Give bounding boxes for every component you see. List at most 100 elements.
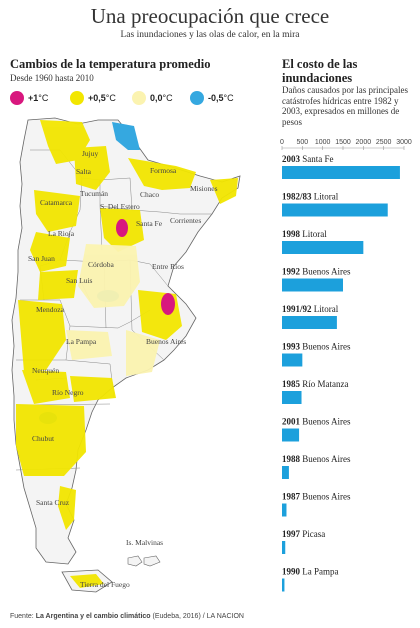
province-label: Corrientes — [170, 216, 201, 225]
bar-label-place: Picasa — [302, 529, 325, 539]
zone-yellow-lariofa — [30, 232, 70, 272]
source-note: Fuente: La Argentina y el cambio climáti… — [10, 613, 244, 620]
province-label: Formosa — [150, 166, 177, 175]
argentina-map: Jujuy Salta Formosa Tucumán Chaco Mision… — [11, 117, 241, 593]
zone-yellow-formosa — [128, 158, 196, 190]
province-label: Tierra del Fuego — [80, 580, 130, 589]
bar — [282, 316, 337, 329]
bar-label-place: Litoral — [302, 229, 327, 239]
malvinas-shape — [127, 555, 143, 567]
x-tick-label: 2500 — [376, 139, 392, 146]
bar-label-place: Río Matanza — [302, 379, 348, 389]
zone-yellow-santacruz — [58, 486, 76, 530]
hot-zones — [116, 219, 175, 315]
bar — [282, 166, 400, 179]
bar-label: 2001 Buenos Aires — [282, 417, 351, 427]
x-tick-label: 1000 — [315, 139, 331, 146]
province-label: Río Negro — [52, 388, 84, 397]
legend-value: -0,5 — [208, 93, 224, 103]
flood-cost-chart: 0 500 1000 1500 2000 2500 3000 2003 Santa Fe 19… — [280, 139, 412, 592]
province-label: Catamarca — [40, 198, 73, 207]
x-tick-label: 500 — [296, 139, 308, 146]
legend-value: +0,5 — [88, 93, 106, 103]
zone-pale-bsas-south — [126, 330, 160, 376]
flood-title: El costo de las inundaciones — [282, 57, 357, 85]
province-label: Misiones — [190, 184, 218, 193]
x-tick-label: 2000 — [356, 139, 372, 146]
bar-label: 1982/83 Litoral — [282, 192, 339, 202]
bar — [282, 353, 303, 367]
zone-yellow-salta — [74, 146, 110, 190]
province-label: Chubut — [32, 434, 55, 443]
province-label: S. Del Estero — [100, 202, 140, 211]
province-label: Entre Ríos — [152, 262, 184, 271]
legend-unit: °C — [223, 93, 234, 103]
bar — [282, 428, 300, 442]
bar-label: 1988 Buenos Aires — [282, 454, 351, 464]
zone-yellow-catamarca — [34, 190, 80, 232]
legend-value: 0,0 — [150, 93, 163, 103]
legend-unit: °C — [105, 93, 116, 103]
zone-yellow-misiones — [210, 178, 238, 204]
map-subtitle: Desde 1960 hasta 2010 — [10, 73, 94, 83]
chart-bars: 2003 Santa Fe 1982/83 Litoral 1998 Litoral… — [282, 154, 400, 592]
bar-label: 1998 Litoral — [282, 229, 327, 239]
province-label: Santa Cruz — [36, 498, 70, 507]
bar-label: 1997 Picasa — [282, 529, 325, 539]
bar-label-year: 2003 — [282, 154, 302, 164]
province-label: Mendoza — [36, 305, 65, 314]
bar — [282, 203, 388, 217]
province-label: Santa Fe — [136, 219, 163, 228]
bar-label: 2003 Santa Fe — [282, 154, 334, 164]
zone-yellow-sanluis — [38, 270, 78, 300]
map-title: Cambios de la temperatura promedio — [10, 57, 211, 71]
legend-swatch-pale — [132, 91, 146, 105]
legend-item-zero: 0,0°C — [132, 90, 173, 106]
bar-label: 1985 Río Matanza — [282, 379, 349, 389]
x-tick-label: 0 — [280, 139, 284, 146]
province-label: Neuquén — [32, 366, 59, 375]
source-book: La Argentina y el cambio climático — [35, 613, 151, 620]
flood-title-line2: inundaciones — [282, 71, 353, 85]
legend-unit: °C — [162, 93, 173, 103]
legend-item-plus05: +0,5°C — [70, 90, 116, 106]
bar-label-place: Buenos Aires — [302, 454, 351, 464]
legend-swatch-blue — [190, 91, 204, 105]
bar-label-place: Buenos Aires — [302, 417, 351, 427]
source-prefix: Fuente: — [10, 613, 36, 620]
zone-pale-pampa — [66, 330, 112, 360]
province-label: San Juan — [28, 254, 55, 263]
zone-magenta-bsas — [161, 293, 175, 315]
bar-label-place: Litoral — [314, 192, 339, 202]
legend-item-minus05: -0,5°C — [190, 90, 234, 106]
bar-label-year: 2001 — [282, 417, 302, 427]
legend-swatch-yellow — [70, 91, 84, 105]
legend-item-plus1: +1°C — [10, 90, 48, 106]
bar-label-place: La Pampa — [302, 567, 338, 577]
flood-description: Daños causados por las principales catás… — [282, 85, 408, 127]
zone-pale-center — [78, 244, 140, 308]
legend-unit: °C — [38, 93, 49, 103]
bar — [282, 503, 287, 517]
flood-title-line1: El costo de las — [282, 57, 358, 71]
bar-label-place: Buenos Aires — [302, 267, 351, 277]
bar — [282, 391, 302, 404]
bar-label-year: 1992 — [282, 267, 302, 277]
warming-zones — [16, 120, 238, 588]
bar-label-year: 1988 — [282, 454, 302, 464]
bar-label: 1992 Buenos Aires — [282, 267, 351, 277]
bar-label: 1987 Buenos Aires — [282, 492, 351, 502]
bar-label-year: 1985 — [282, 379, 302, 389]
bar — [282, 466, 289, 479]
bar — [282, 541, 286, 554]
bar-label-place: Litoral — [314, 304, 339, 314]
neutral-zones — [66, 244, 160, 376]
bar-label-year: 1991/92 — [282, 304, 314, 314]
page-title: Una preocupación que crece — [90, 4, 330, 28]
bar — [282, 278, 343, 292]
zone-yellow-tdf — [70, 574, 104, 588]
bar-label-place: Santa Fe — [302, 154, 333, 164]
zone-magenta-sfe — [116, 219, 128, 237]
province-label: San Luis — [66, 276, 93, 285]
malvinas-shape-east — [143, 555, 161, 567]
